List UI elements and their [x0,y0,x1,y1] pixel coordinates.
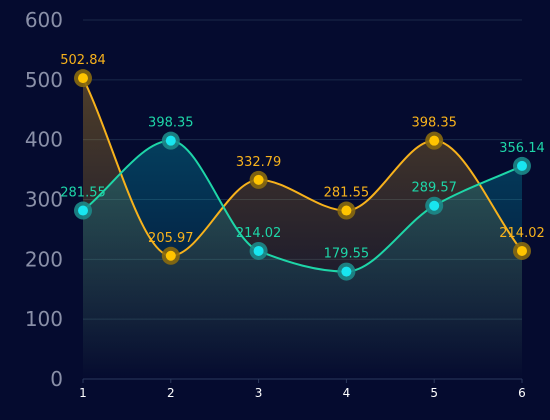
data-point [253,174,264,185]
x-tick-label: 3 [255,386,263,400]
data-label: 214.02 [236,226,282,241]
data-label: 332.79 [236,155,282,170]
y-tick-label: 0 [50,367,63,391]
data-label: 281.55 [60,186,106,201]
data-label: 179.55 [324,247,370,262]
y-tick-label: 100 [25,307,63,331]
data-label: 356.14 [499,141,545,156]
data-label: 205.97 [148,231,194,246]
data-label: 502.84 [60,53,106,68]
data-point [517,160,527,171]
data-point [429,200,440,211]
x-tick-label: 2 [167,386,175,400]
data-point [341,266,352,277]
data-point [341,205,352,216]
data-point [78,205,88,216]
y-axis: 0 100 200 300 400 500 600 [25,8,63,391]
data-point [165,250,176,261]
x-axis: 1 2 3 4 5 6 [79,378,526,400]
data-point [165,135,176,146]
data-point [253,245,264,256]
data-label: 398.35 [411,116,457,131]
x-tick-label: 6 [518,386,526,400]
y-tick-label: 400 [25,128,63,152]
y-tick-label: 300 [25,188,63,212]
data-labels: 502.84 205.97 332.79 281.55 398.35 214.02 281.… [60,53,545,261]
data-label: 281.55 [324,186,370,201]
data-label: 398.35 [148,116,194,131]
x-tick-label: 4 [343,386,351,400]
y-tick-label: 600 [25,8,63,32]
data-label: 289.57 [411,181,457,196]
data-point [78,73,88,84]
series-points [74,69,531,281]
x-tick-label: 1 [79,386,87,400]
series-line [82,77,523,257]
y-tick-label: 500 [25,68,63,92]
data-point [429,135,440,146]
data-point [517,245,527,256]
x-tick-label: 5 [430,386,438,400]
series-areas [83,78,522,379]
y-tick-label: 200 [25,247,63,271]
data-label: 214.02 [499,226,545,241]
series-area [83,140,522,379]
